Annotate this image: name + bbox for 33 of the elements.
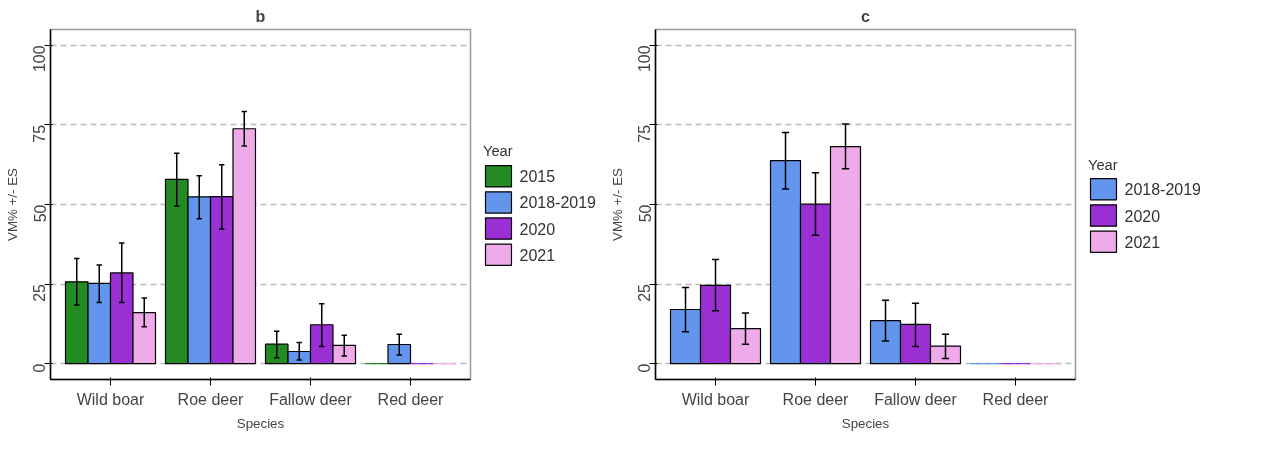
x-axis-title: Species: [236, 415, 285, 431]
y-tick-label: 50: [31, 204, 49, 223]
x-tick-label: Wild boar: [681, 390, 750, 408]
x-tick-label: Red deer: [982, 390, 1050, 408]
x-tick-label: Red deer: [377, 390, 445, 408]
legend-label: 2020: [1124, 207, 1161, 225]
y-tick-label: 100: [31, 45, 49, 73]
x-tick-label: Fallow deer: [874, 390, 958, 408]
y-tick-label: 100: [636, 45, 654, 73]
x-tick-label: Wild boar: [76, 390, 145, 408]
legend-title: Year: [483, 143, 513, 160]
legend-label: 2020: [519, 220, 556, 238]
y-axis-title: VM% +/- ES: [609, 167, 625, 241]
y-tick-label: 75: [31, 124, 49, 143]
x-tick-label: Roe deer: [782, 390, 850, 408]
y-tick-label: 25: [31, 283, 49, 302]
legend-label: 2021: [519, 246, 556, 264]
y-tick-label: 25: [636, 283, 654, 302]
x-tick-label: Roe deer: [177, 390, 245, 408]
chart-title: b: [255, 7, 266, 25]
x-tick-label: Fallow deer: [269, 390, 353, 408]
legend-label: 2018-2019: [519, 194, 597, 212]
x-axis-title: Species: [841, 415, 890, 431]
y-tick-label: 0: [636, 363, 654, 373]
y-tick-label: 0: [31, 363, 49, 373]
chart-title: c: [861, 7, 871, 25]
y-axis-title: VM% +/- ES: [4, 167, 20, 241]
legend-title: Year: [1088, 156, 1118, 173]
y-tick-label: 50: [636, 204, 654, 223]
y-tick-label: 75: [636, 124, 654, 143]
legend-label: 2018-2019: [1124, 181, 1202, 199]
legend-label: 2015: [519, 168, 556, 186]
legend-label: 2021: [1124, 233, 1161, 251]
